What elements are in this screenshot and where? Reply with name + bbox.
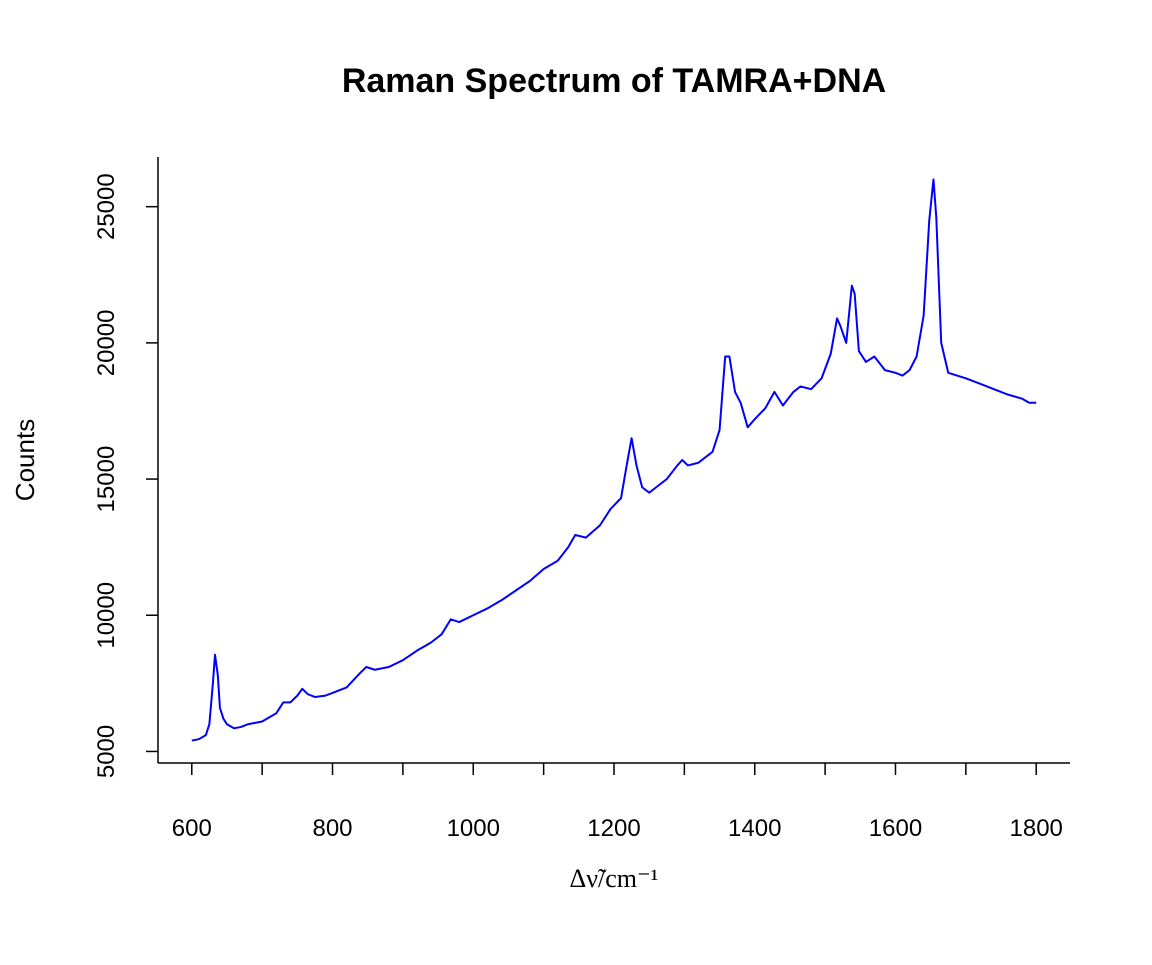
x-tick-label: 1000 <box>447 815 500 842</box>
spectrum-line <box>191 178 1037 742</box>
x-tick-label: 1600 <box>869 815 922 842</box>
x-tick-label: 1200 <box>587 815 640 842</box>
x-tick-label: 800 <box>312 815 352 842</box>
x-tick-label: 600 <box>172 815 212 842</box>
y-axis-label: Counts <box>10 419 40 501</box>
y-tick-label: 15000 <box>93 446 120 513</box>
y-tick-label: 10000 <box>93 582 120 649</box>
x-tick-label: 1400 <box>728 815 781 842</box>
y-tick-label: 5000 <box>93 725 120 778</box>
chart-title: Raman Spectrum of TAMRA+DNA <box>342 62 886 100</box>
y-tick-label: 20000 <box>93 309 120 376</box>
y-tick-label: 25000 <box>93 173 120 240</box>
x-tick-label: 1800 <box>1010 815 1063 842</box>
x-axis-label: Δν̃/cm⁻¹ <box>570 864 659 893</box>
